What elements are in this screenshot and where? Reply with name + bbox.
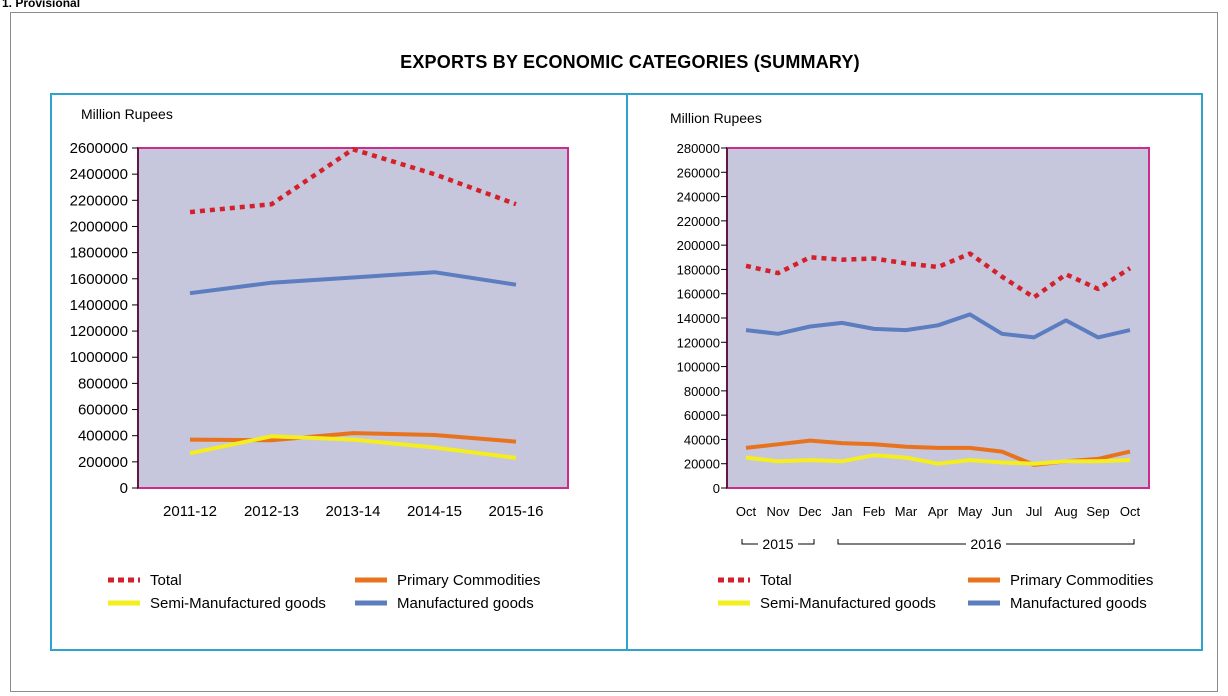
annual-y-tick-label: 200000	[78, 454, 128, 471]
annual-y-tick-label: 1600000	[70, 271, 128, 288]
charts-divider	[626, 93, 628, 651]
annual-y-tick-label: 2200000	[70, 192, 128, 209]
annual-x-tick-label: 2012-13	[244, 503, 299, 520]
annual-x-tick-label: 2011-12	[163, 503, 217, 520]
monthly-y-tick-label: 240000	[677, 190, 720, 205]
annual-y-axis-label: Million Rupees	[81, 106, 173, 122]
monthly-x-tick-label: Jun	[992, 504, 1013, 519]
monthly-plot-area	[726, 147, 1150, 489]
monthly-y-tick-label: 20000	[684, 457, 720, 472]
monthly-y-tick-label: 120000	[677, 335, 720, 350]
monthly-y-tick-label: 280000	[677, 141, 720, 156]
annual-y-tick-label: 1400000	[70, 297, 128, 314]
monthly-x-tick-label: Oct	[736, 504, 757, 519]
annual-y-tick-label: 2000000	[70, 218, 128, 235]
monthly-legend-label-semi: Semi-Manufactured goods	[760, 595, 936, 612]
monthly-x-tick-label: Apr	[928, 504, 949, 519]
annual-series-semi-manufactured-goods-line	[189, 434, 517, 460]
annual-x-tick-label: 2015-16	[488, 503, 543, 520]
monthly-x-tick-label: Dec	[798, 504, 822, 519]
monthly-y-tick-label: 100000	[677, 360, 720, 375]
monthly-year-bracket	[1006, 539, 1135, 545]
monthly-x-tick-label: Mar	[895, 504, 918, 519]
monthly-y-tick-label: 160000	[677, 287, 720, 302]
annual-y-tick-label: 2400000	[70, 166, 128, 183]
annual-exports-chart: Million Rupees 0 200000 400000 600000 800000 1…	[70, 106, 569, 612]
monthly-year-label: 2015	[762, 536, 793, 552]
monthly-x-tick-label: Jul	[1026, 504, 1043, 519]
monthly-exports-chart: Million Rupees 0 20000 40000 60000 80000 10000…	[670, 110, 1153, 612]
monthly-y-tick-label: 60000	[684, 408, 720, 423]
annual-series-manufactured-goods-line	[189, 270, 517, 296]
monthly-year-bracket	[798, 539, 815, 545]
monthly-year-label: 2016	[970, 536, 1001, 552]
monthly-x-tick-label: Jan	[832, 504, 853, 519]
provisional-note: 1. Provisional	[2, 0, 81, 10]
annual-x-tick-label: 2014-15	[407, 503, 462, 520]
monthly-x-tick-label: Sep	[1086, 504, 1109, 519]
annual-y-tick-label: 0	[120, 480, 128, 497]
monthly-y-tick-label: 260000	[677, 165, 720, 180]
monthly-y-tick-label: 140000	[677, 311, 720, 326]
monthly-x-tick-label: Oct	[1120, 504, 1141, 519]
annual-y-tick-label: 2600000	[70, 140, 128, 157]
monthly-legend-label-total: Total	[760, 572, 792, 589]
monthly-series-manufactured-goods-line	[745, 312, 1131, 340]
monthly-y-tick-label: 80000	[684, 384, 720, 399]
page-title: EXPORTS BY ECONOMIC CATEGORIES (SUMMARY)	[400, 52, 860, 72]
annual-y-tick-label: 1000000	[70, 349, 128, 366]
annual-x-tick-label: 2013-14	[325, 503, 380, 520]
monthly-y-tick-label: 0	[713, 481, 720, 496]
annual-y-tick-label: 600000	[78, 402, 128, 419]
annual-y-tick-label: 1200000	[70, 323, 128, 340]
annual-plot-area	[137, 147, 569, 489]
monthly-y-tick-label: 200000	[677, 238, 720, 253]
annual-y-tick-label: 800000	[78, 375, 128, 392]
monthly-legend-label-primary: Primary Commodities	[1010, 572, 1153, 589]
monthly-legend-label-manufactured: Manufactured goods	[1010, 595, 1147, 612]
annual-y-tick-label: 1800000	[70, 245, 128, 262]
monthly-y-tick-label: 40000	[684, 432, 720, 447]
outer-border	[10, 12, 1218, 692]
annual-legend-label-manufactured: Manufactured goods	[397, 595, 534, 612]
monthly-series-semi-manufactured-goods-line	[745, 453, 1131, 466]
monthly-y-tick-label: 220000	[677, 214, 720, 229]
monthly-year-bracket	[837, 539, 966, 545]
monthly-y-axis-label: Million Rupees	[670, 110, 762, 126]
monthly-x-tick-label: Nov	[766, 504, 790, 519]
monthly-x-tick-label: Aug	[1054, 504, 1077, 519]
annual-series-total-line	[189, 147, 517, 215]
annual-y-tick-label: 400000	[78, 428, 128, 445]
monthly-x-tick-label: Feb	[863, 504, 885, 519]
annual-legend-label-primary: Primary Commodities	[397, 572, 540, 589]
annual-legend-label-total: Total	[150, 572, 182, 589]
monthly-y-tick-label: 180000	[677, 262, 720, 277]
monthly-x-tick-label: May	[958, 504, 983, 519]
monthly-year-bracket	[741, 539, 758, 545]
annual-legend-label-semi: Semi-Manufactured goods	[150, 595, 326, 612]
